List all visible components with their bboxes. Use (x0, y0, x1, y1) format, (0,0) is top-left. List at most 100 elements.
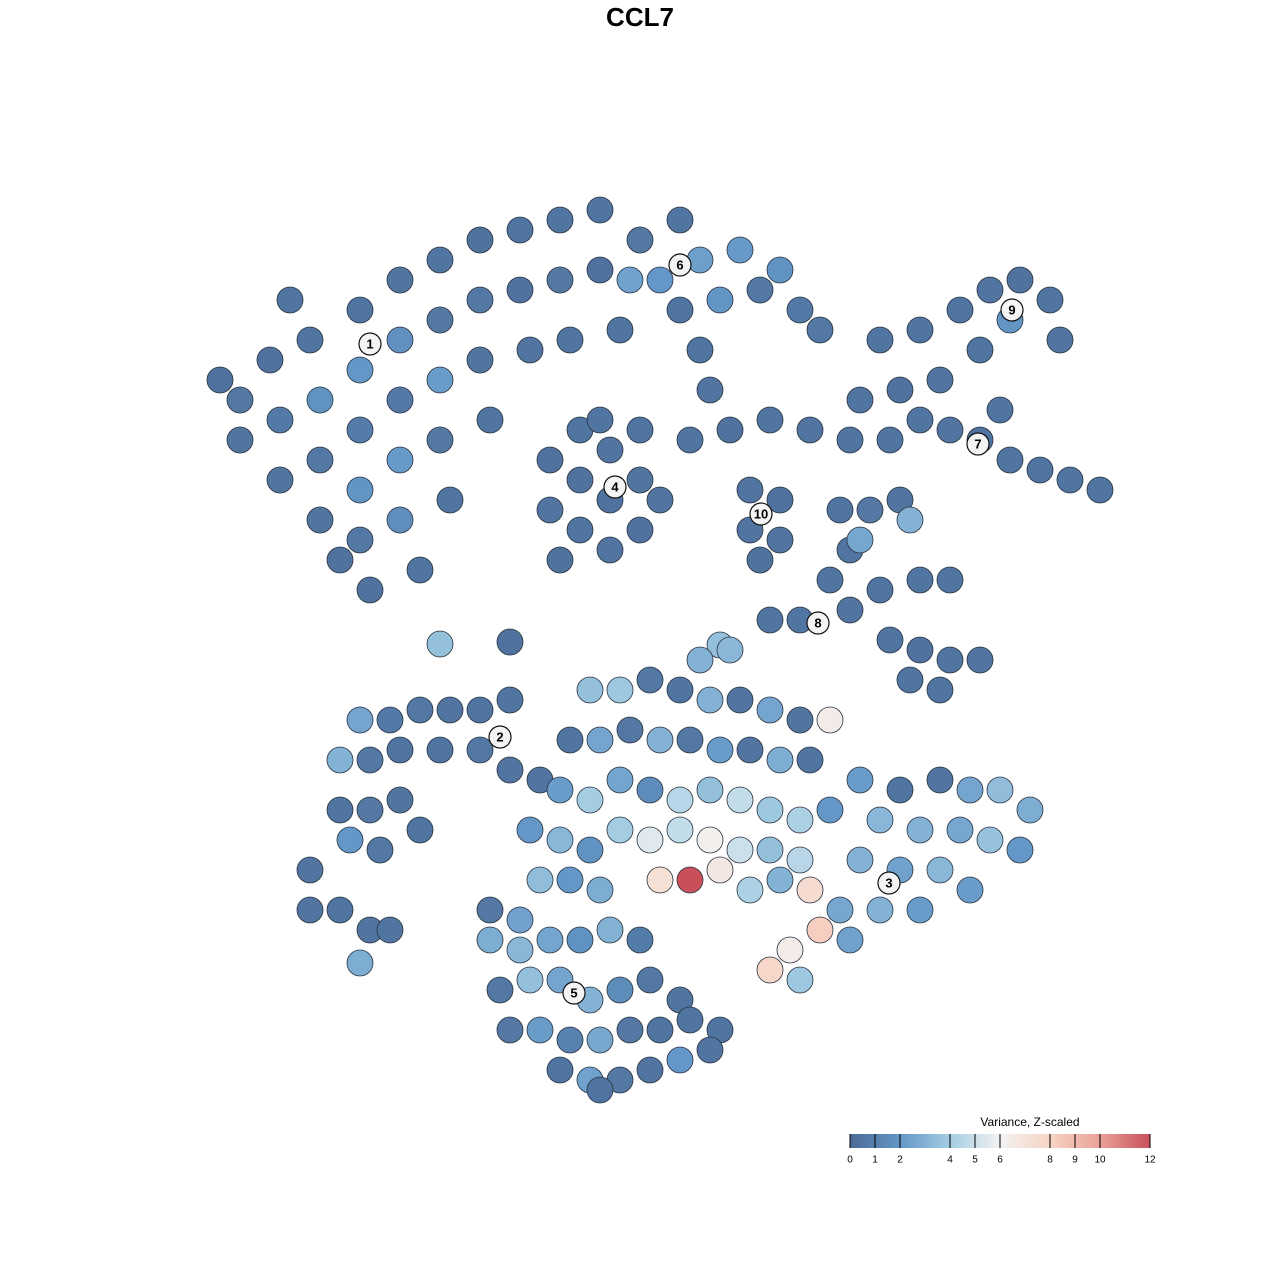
point (346, 476, 374, 504)
point (466, 696, 494, 724)
point (946, 816, 974, 844)
cluster-label-badge (1000, 298, 1024, 322)
point (296, 856, 324, 884)
point (696, 686, 724, 714)
point (276, 286, 304, 314)
point (546, 206, 574, 234)
point (666, 786, 694, 814)
point (906, 816, 934, 844)
point (736, 736, 764, 764)
point (646, 726, 674, 754)
point (386, 326, 414, 354)
point (696, 776, 724, 804)
point (836, 926, 864, 954)
point (596, 916, 624, 944)
point (836, 596, 864, 624)
point (546, 776, 574, 804)
points (206, 196, 1114, 1104)
point (816, 706, 844, 734)
point (506, 276, 534, 304)
point (846, 386, 874, 414)
point (876, 626, 904, 654)
point (896, 506, 924, 534)
point (616, 266, 644, 294)
cluster-label-badge (562, 981, 586, 1005)
point (466, 226, 494, 254)
point (466, 346, 494, 374)
point (516, 966, 544, 994)
point (1006, 266, 1034, 294)
point (906, 636, 934, 664)
point (756, 696, 784, 724)
point (676, 866, 704, 894)
colorbar-tick-label: 10 (1094, 1155, 1106, 1166)
point (306, 446, 334, 474)
point (646, 1016, 674, 1044)
point (926, 676, 954, 704)
cluster-label-badge (488, 725, 512, 749)
colorbar: Variance, Z-scaled 0 1 2 4 5 6 8 9 10 12 (847, 1115, 1156, 1165)
point (526, 1016, 554, 1044)
point (586, 876, 614, 904)
point (976, 276, 1004, 304)
point (556, 326, 584, 354)
point (466, 736, 494, 764)
point (506, 936, 534, 964)
point (636, 826, 664, 854)
point (796, 746, 824, 774)
point (586, 196, 614, 224)
point (496, 686, 524, 714)
point (346, 949, 374, 977)
point (846, 766, 874, 794)
point (266, 406, 294, 434)
point (406, 696, 434, 724)
point (806, 316, 834, 344)
cluster-label: 4 (611, 479, 619, 494)
point (816, 566, 844, 594)
point (886, 376, 914, 404)
colorbar-tick-label: 8 (1047, 1155, 1053, 1166)
point (586, 1026, 614, 1054)
point (406, 816, 434, 844)
point (646, 486, 674, 514)
point (636, 966, 664, 994)
point (1056, 466, 1084, 494)
point (386, 446, 414, 474)
point (846, 846, 874, 874)
point (786, 706, 814, 734)
point (1036, 286, 1064, 314)
point (936, 646, 964, 674)
point (966, 646, 994, 674)
point (716, 416, 744, 444)
point (766, 486, 794, 514)
cluster-label-badge (358, 332, 382, 356)
point (796, 876, 824, 904)
point (496, 1016, 524, 1044)
point (626, 516, 654, 544)
cluster-label: 9 (1008, 302, 1015, 317)
point (866, 326, 894, 354)
point (606, 316, 634, 344)
point (616, 716, 644, 744)
point (566, 516, 594, 544)
cluster-label-badge (806, 611, 830, 635)
point (356, 796, 384, 824)
cluster-label: 8 (814, 615, 821, 630)
point (936, 416, 964, 444)
point (366, 836, 394, 864)
point (636, 776, 664, 804)
colorbar-tick-label: 1 (872, 1155, 878, 1166)
point (826, 496, 854, 524)
point (466, 286, 494, 314)
point (646, 866, 674, 894)
point (586, 406, 614, 434)
point (626, 416, 654, 444)
point (866, 896, 894, 924)
point (736, 876, 764, 904)
point (896, 666, 924, 694)
cluster-label-badge (603, 475, 627, 499)
point (746, 546, 774, 574)
point (326, 546, 354, 574)
